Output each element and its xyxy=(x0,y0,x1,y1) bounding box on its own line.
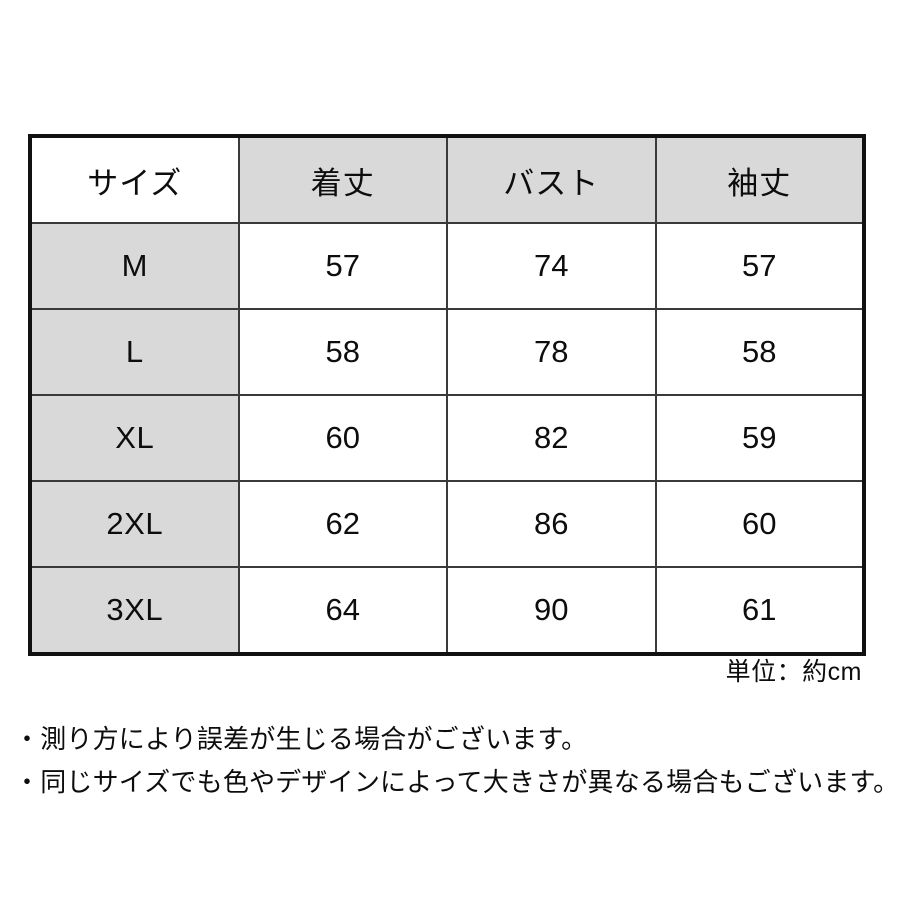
footnote-measurement-tolerance: ・測り方により誤差が生じる場合がございます。 xyxy=(14,724,588,754)
size-table: サイズ 着丈 バスト 袖丈 M 57 74 57 L 58 78 58 xyxy=(28,134,866,656)
size-table-container: サイズ 着丈 バスト 袖丈 M 57 74 57 L 58 78 58 xyxy=(28,134,866,656)
unit-note: 単位：約cm xyxy=(725,658,862,686)
cell-length: 64 xyxy=(237,566,448,655)
cell-length: 58 xyxy=(237,308,448,396)
header-size: サイズ xyxy=(29,135,240,224)
table-row: XL 60 82 59 xyxy=(29,394,865,482)
cell-bust: 74 xyxy=(446,222,657,310)
cell-size: 3XL xyxy=(29,566,240,655)
footnote-size-variation: ・同じサイズでも色やデザインによって大きさが異なる場合もございます。 xyxy=(14,767,900,797)
cell-bust: 82 xyxy=(446,394,657,482)
cell-sleeve: 58 xyxy=(654,308,865,396)
cell-bust: 90 xyxy=(446,566,657,655)
cell-sleeve: 60 xyxy=(654,480,865,568)
table-row: M 57 74 57 xyxy=(29,222,865,310)
table-row: 3XL 64 90 61 xyxy=(29,566,865,655)
header-bust: バスト xyxy=(446,135,657,224)
table-header: サイズ 着丈 バスト 袖丈 xyxy=(29,135,865,224)
footnotes: ・測り方により誤差が生じる場合がございます。 ・同じサイズでも色やデザインによっ… xyxy=(14,718,900,804)
cell-sleeve: 61 xyxy=(654,566,865,655)
cell-bust: 78 xyxy=(446,308,657,396)
cell-size: L xyxy=(29,308,240,396)
cell-length: 62 xyxy=(237,480,448,568)
table-row: L 58 78 58 xyxy=(29,308,865,396)
cell-sleeve: 57 xyxy=(654,222,865,310)
table-header-row: サイズ 着丈 バスト 袖丈 xyxy=(29,135,865,224)
cell-size: XL xyxy=(29,394,240,482)
table-row: 2XL 62 86 60 xyxy=(29,480,865,568)
cell-bust: 86 xyxy=(446,480,657,568)
header-sleeve: 袖丈 xyxy=(654,135,865,224)
header-length: 着丈 xyxy=(237,135,448,224)
cell-sleeve: 59 xyxy=(654,394,865,482)
cell-length: 60 xyxy=(237,394,448,482)
table-body: M 57 74 57 L 58 78 58 XL 60 82 59 xyxy=(29,222,865,655)
cell-size: 2XL xyxy=(29,480,240,568)
cell-size: M xyxy=(29,222,240,310)
cell-length: 57 xyxy=(237,222,448,310)
